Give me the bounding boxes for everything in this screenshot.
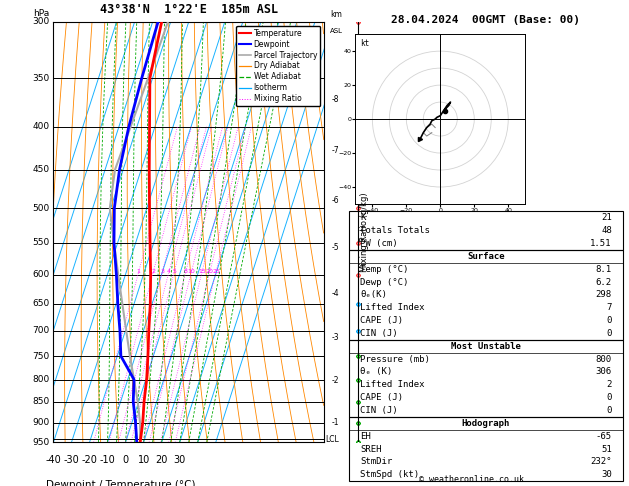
Text: CIN (J): CIN (J) [360, 406, 398, 415]
Text: 850: 850 [32, 397, 50, 406]
Text: 25: 25 [212, 269, 220, 274]
Text: -2: -2 [332, 376, 340, 385]
Text: Mixing Ratio (g/kg): Mixing Ratio (g/kg) [360, 192, 369, 272]
Text: hPa: hPa [33, 9, 50, 17]
Text: 500: 500 [32, 204, 50, 213]
Text: -8: -8 [332, 95, 340, 104]
Bar [349, 250, 623, 340]
Text: 950: 950 [32, 438, 50, 447]
Text: 21: 21 [601, 213, 612, 222]
Text: StmDir: StmDir [360, 457, 392, 467]
Text: kt: kt [360, 39, 370, 48]
Text: 30: 30 [174, 455, 186, 465]
Text: 600: 600 [32, 270, 50, 279]
Text: 10: 10 [138, 455, 150, 465]
Text: 750: 750 [32, 351, 50, 361]
Text: 8.1: 8.1 [596, 265, 612, 274]
Text: -6: -6 [332, 195, 340, 205]
Text: Most Unstable: Most Unstable [451, 342, 521, 351]
Text: 550: 550 [32, 239, 50, 247]
Text: LCL: LCL [325, 434, 339, 444]
Text: 48: 48 [601, 226, 612, 235]
Text: θₑ(K): θₑ(K) [360, 291, 387, 299]
Text: 5: 5 [172, 269, 176, 274]
Text: Surface: Surface [467, 252, 504, 261]
Text: 298: 298 [596, 291, 612, 299]
Text: 20: 20 [206, 269, 214, 274]
Text: Hodograph: Hodograph [462, 419, 510, 428]
Text: K: K [360, 213, 365, 222]
Text: 30: 30 [601, 470, 612, 479]
Text: EH: EH [360, 432, 370, 441]
Text: 300: 300 [32, 17, 50, 26]
Text: 51: 51 [601, 445, 612, 453]
Text: -10: -10 [99, 455, 116, 465]
Text: 0: 0 [123, 455, 129, 465]
Text: 3: 3 [160, 269, 164, 274]
Text: 4: 4 [167, 269, 171, 274]
Text: 2: 2 [152, 269, 155, 274]
Text: Pressure (mb): Pressure (mb) [360, 355, 430, 364]
Text: 1: 1 [137, 269, 141, 274]
Text: Temp (°C): Temp (°C) [360, 265, 408, 274]
Text: 2: 2 [606, 381, 612, 389]
Text: 43°38'N  1°22'E  185m ASL: 43°38'N 1°22'E 185m ASL [99, 2, 278, 16]
Text: StmSpd (kt): StmSpd (kt) [360, 470, 419, 479]
Text: 28.04.2024  00GMT (Base: 00): 28.04.2024 00GMT (Base: 00) [391, 15, 581, 25]
Text: 800: 800 [596, 355, 612, 364]
Bar [349, 417, 623, 481]
Text: -20: -20 [82, 455, 97, 465]
Text: 8: 8 [184, 269, 187, 274]
Text: 450: 450 [32, 165, 50, 174]
Text: 0: 0 [606, 316, 612, 325]
Text: -7: -7 [332, 146, 340, 155]
Text: Lifted Index: Lifted Index [360, 303, 425, 312]
Text: θₑ (K): θₑ (K) [360, 367, 392, 377]
Text: 0: 0 [606, 329, 612, 338]
Text: 306: 306 [596, 367, 612, 377]
Text: Totals Totals: Totals Totals [360, 226, 430, 235]
Text: CIN (J): CIN (J) [360, 329, 398, 338]
Text: Dewpoint / Temperature (°C): Dewpoint / Temperature (°C) [47, 480, 196, 486]
Text: 350: 350 [32, 73, 50, 83]
Text: CAPE (J): CAPE (J) [360, 316, 403, 325]
Bar [349, 211, 623, 250]
Text: 650: 650 [32, 299, 50, 308]
Text: ASL: ASL [330, 28, 343, 34]
Text: -5: -5 [332, 243, 340, 252]
Text: 900: 900 [32, 418, 50, 427]
Text: 400: 400 [32, 122, 50, 131]
Text: 0: 0 [606, 406, 612, 415]
Text: 6.2: 6.2 [596, 278, 612, 287]
Text: Dewp (°C): Dewp (°C) [360, 278, 408, 287]
Text: PW (cm): PW (cm) [360, 239, 398, 248]
Text: 232°: 232° [590, 457, 612, 467]
Text: -65: -65 [596, 432, 612, 441]
Text: © weatheronline.co.uk: © weatheronline.co.uk [420, 474, 524, 484]
Text: km: km [330, 10, 342, 19]
Text: SREH: SREH [360, 445, 382, 453]
Text: 20: 20 [155, 455, 168, 465]
Text: CAPE (J): CAPE (J) [360, 393, 403, 402]
Text: 0: 0 [606, 393, 612, 402]
Text: -40: -40 [45, 455, 62, 465]
Legend: Temperature, Dewpoint, Parcel Trajectory, Dry Adiabat, Wet Adiabat, Isotherm, Mi: Temperature, Dewpoint, Parcel Trajectory… [236, 26, 320, 106]
Text: 7: 7 [606, 303, 612, 312]
Text: 800: 800 [32, 375, 50, 384]
Text: -4: -4 [332, 289, 340, 298]
Text: 15: 15 [198, 269, 206, 274]
Text: 1.51: 1.51 [590, 239, 612, 248]
Bar [349, 340, 623, 417]
Text: -1: -1 [332, 417, 340, 427]
Text: 10: 10 [187, 269, 196, 274]
Text: -3: -3 [332, 333, 340, 342]
Text: 700: 700 [32, 327, 50, 335]
Text: Lifted Index: Lifted Index [360, 381, 425, 389]
Text: -30: -30 [64, 455, 79, 465]
